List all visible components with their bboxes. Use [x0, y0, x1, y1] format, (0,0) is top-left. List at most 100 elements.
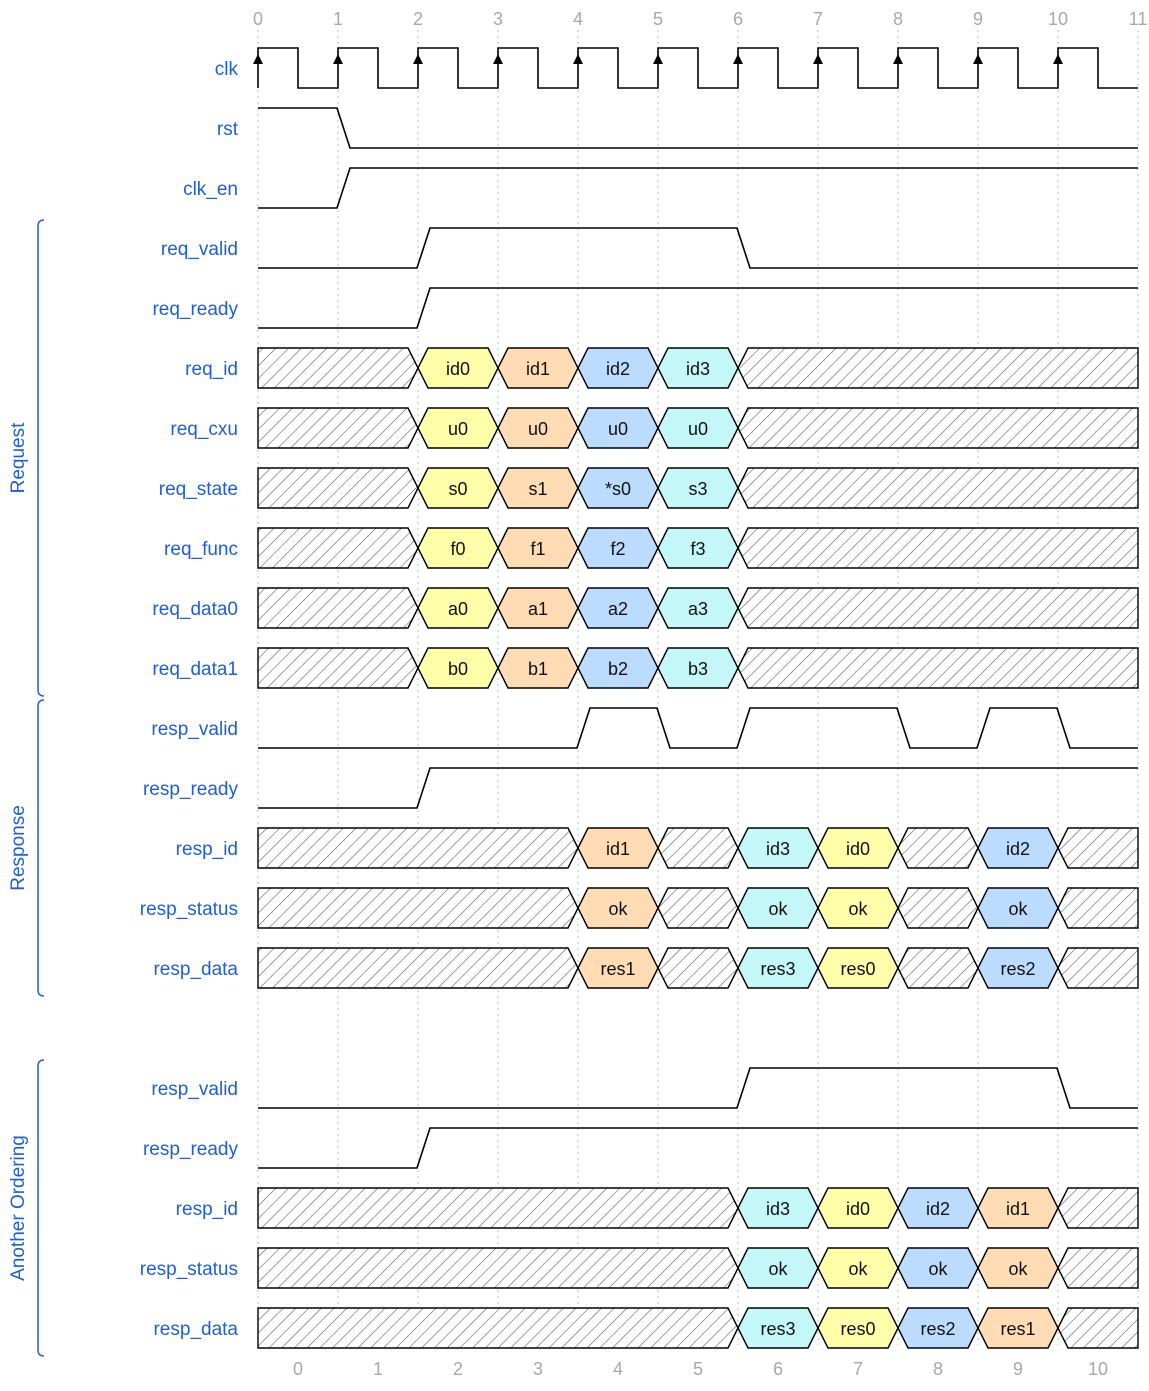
signal-label: req_state	[159, 479, 238, 500]
bus-value-label: f1	[530, 539, 545, 559]
top-tick-label: 2	[413, 9, 423, 29]
bus-value-label: a0	[448, 599, 468, 619]
bus-value-label: ok	[768, 899, 788, 919]
bus-value-label: a1	[528, 599, 548, 619]
bottom-tick-label: 1	[373, 1359, 383, 1379]
bit-waveform	[258, 767, 1138, 809]
signal-row-resp-valid: resp_valid	[151, 707, 1138, 749]
bit-waveform	[258, 107, 1138, 149]
bus-value-label: id0	[846, 839, 870, 859]
signal-row-clk-en: clk_en	[183, 167, 1138, 209]
bus-value-label: ok	[1008, 1259, 1028, 1279]
bottom-tick-label: 7	[853, 1359, 863, 1379]
rising-edge-arrow	[813, 54, 823, 64]
bus-segment-undefined	[737, 587, 1139, 629]
signal-label: resp_ready	[143, 779, 239, 800]
signal-label: req_cxu	[170, 419, 238, 440]
signals: clk rst clk_en req_valid req_ready req_id id0 i…	[140, 47, 1139, 1349]
group-brace	[37, 219, 45, 697]
signal-row-resp-id: resp_id id3 id0 id2 id1	[176, 1187, 1139, 1229]
signal-label: req_data0	[152, 599, 238, 620]
bottom-tick-label: 3	[533, 1359, 543, 1379]
signal-label: req_valid	[161, 239, 238, 260]
signal-label: resp_valid	[151, 719, 238, 740]
bus-segment-undefined	[257, 1247, 739, 1289]
group-label: Request	[8, 422, 29, 493]
signal-row-resp-data: resp_data res1 res3 res0 res2	[153, 947, 1139, 989]
bus-segment-undefined	[1057, 827, 1139, 869]
bus-value-label: s1	[528, 479, 547, 499]
rising-edge-arrow	[413, 54, 423, 64]
signal-row-req-state: req_state s0 s1 *s0 s3	[159, 467, 1139, 509]
bus-value-label: f0	[450, 539, 465, 559]
group-brace	[37, 1059, 45, 1357]
bus-value-label: id1	[1006, 1199, 1030, 1219]
bus-value-label: a3	[688, 599, 708, 619]
bus-value-label: u0	[688, 419, 708, 439]
bus-segment-undefined	[1057, 947, 1139, 989]
bus-value-label: ok	[848, 899, 868, 919]
signal-row-resp-data: resp_data res3 res0 res2 res1	[153, 1307, 1139, 1349]
bus-segment-undefined	[257, 527, 419, 569]
bit-waveform	[258, 1067, 1138, 1109]
signal-row-resp-ready: resp_ready	[143, 767, 1138, 809]
bus-value-label: id3	[686, 359, 710, 379]
group-label: Another Ordering	[8, 1135, 29, 1281]
signal-label: resp_data	[153, 959, 238, 980]
bus-value-label: b3	[688, 659, 708, 679]
bottom-tick-label: 9	[1013, 1359, 1023, 1379]
signal-row-resp-status: resp_status ok ok ok ok	[140, 1247, 1139, 1289]
signal-row-clk: clk	[215, 47, 1138, 89]
signal-label: resp_id	[176, 1199, 238, 1220]
signal-row-resp-id: resp_id id1 id3 id0 id2	[176, 827, 1139, 869]
group-brace	[37, 699, 45, 997]
signal-label: resp_ready	[143, 1139, 239, 1160]
signal-row-resp-valid: resp_valid	[151, 1067, 1138, 1109]
bus-segment-undefined	[257, 827, 579, 869]
rising-edge-arrow	[333, 54, 343, 64]
top-tick-label: 8	[893, 9, 903, 29]
bus-value-label: id0	[446, 359, 470, 379]
bus-value-label: res2	[920, 1319, 955, 1339]
signal-label: rst	[217, 119, 239, 140]
group-label: Response	[8, 805, 29, 891]
rising-edge-arrow	[1053, 54, 1063, 64]
bus-segment-undefined	[897, 947, 979, 989]
bottom-tick-label: 10	[1088, 1359, 1108, 1379]
signal-label: req_data1	[152, 659, 238, 680]
bus-value-label: u0	[608, 419, 628, 439]
signal-row-req-ready: req_ready	[152, 287, 1138, 329]
bus-segment-undefined	[657, 947, 739, 989]
bus-segment-undefined	[1057, 887, 1139, 929]
bus-segment-undefined	[737, 647, 1139, 689]
bus-value-label: res1	[1000, 1319, 1035, 1339]
signal-row-resp-status: resp_status ok ok ok ok	[140, 887, 1139, 929]
signal-groups: Request Response Another Ordering	[8, 219, 45, 1357]
bus-value-label: b2	[608, 659, 628, 679]
rising-edge-arrow	[893, 54, 903, 64]
signal-label: req_func	[164, 539, 238, 560]
bus-value-label: id3	[766, 1199, 790, 1219]
bus-value-label: res1	[600, 959, 635, 979]
bus-value-label: id3	[766, 839, 790, 859]
signal-label: req_id	[185, 359, 238, 380]
signal-row-req-cxu: req_cxu u0 u0 u0 u0	[170, 407, 1139, 449]
bus-value-label: ok	[608, 899, 628, 919]
bus-segment-undefined	[257, 887, 579, 929]
bus-segment-undefined	[737, 527, 1139, 569]
top-tick-label: 0	[253, 9, 263, 29]
rising-edge-arrow	[493, 54, 503, 64]
bottom-tick-label: 5	[693, 1359, 703, 1379]
bus-segment-undefined	[897, 827, 979, 869]
top-tick-label: 9	[973, 9, 983, 29]
bus-segment-undefined	[257, 1307, 739, 1349]
bus-segment-undefined	[257, 587, 419, 629]
bus-value-label: b0	[448, 659, 468, 679]
bus-segment-undefined	[257, 347, 419, 389]
bus-segment-undefined	[257, 467, 419, 509]
bus-value-label: *s0	[605, 479, 631, 499]
bus-value-label: res0	[840, 1319, 875, 1339]
bit-waveform	[258, 287, 1138, 329]
signal-row-req-valid: req_valid	[161, 227, 1138, 269]
signal-row-req-func: req_func f0 f1 f2 f3	[164, 527, 1139, 569]
